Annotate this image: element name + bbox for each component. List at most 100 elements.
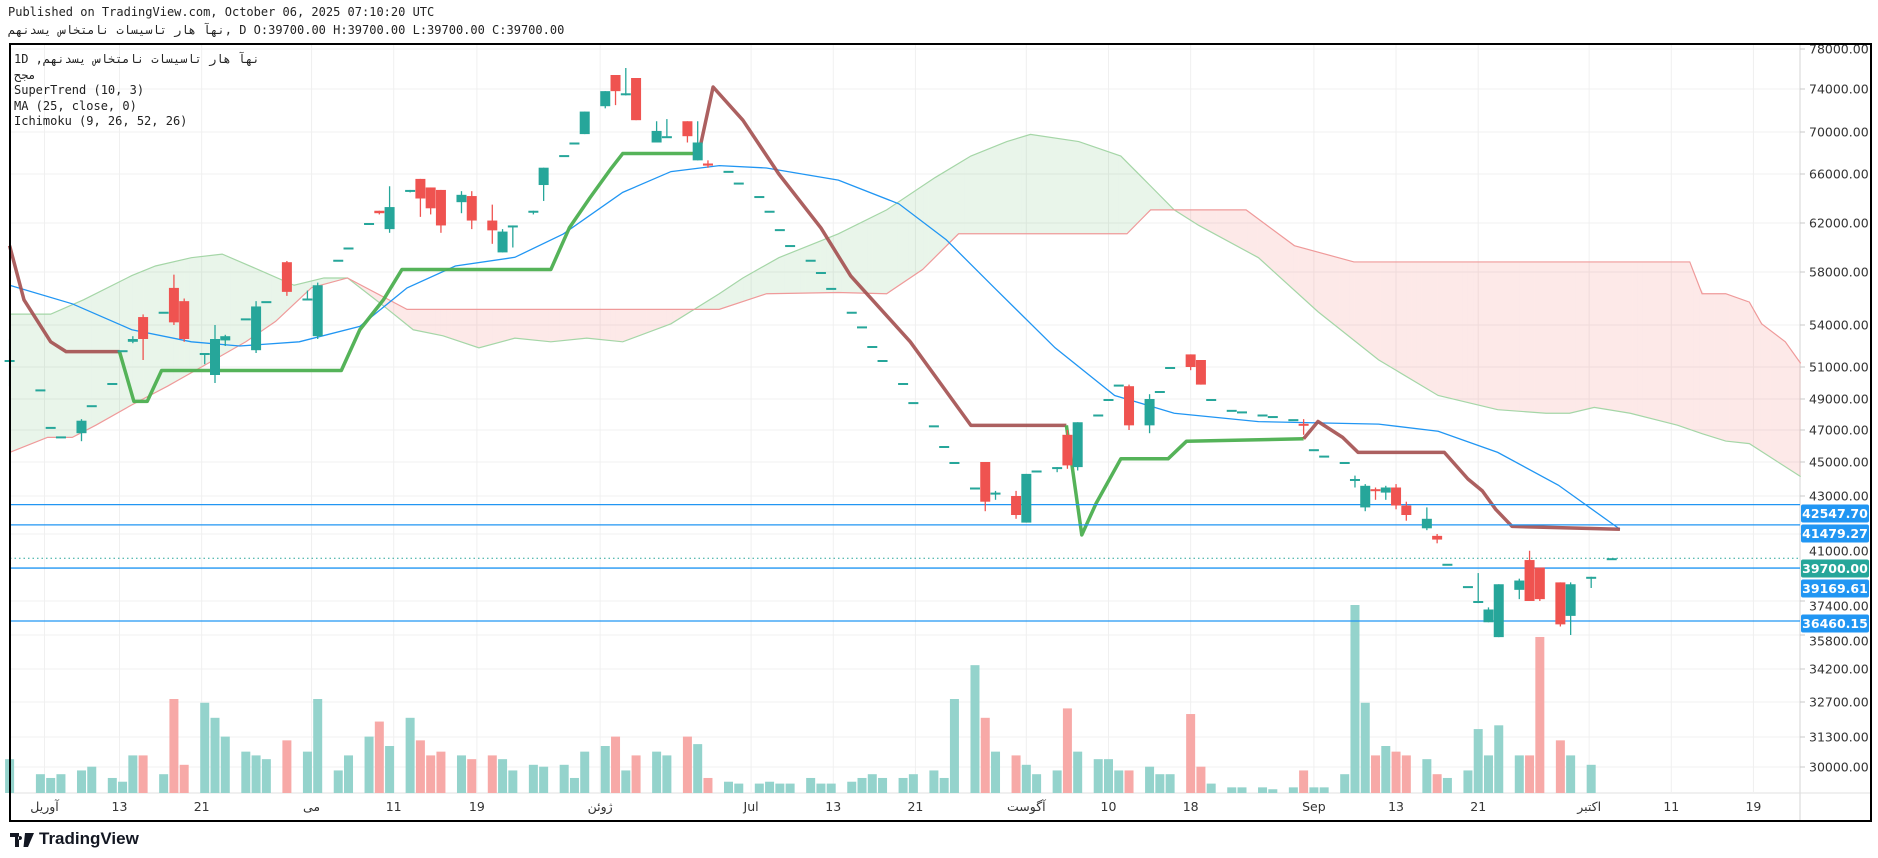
candle-down bbox=[1524, 550, 1535, 601]
volume-bar bbox=[313, 699, 323, 793]
volume-bar bbox=[1124, 770, 1134, 793]
volume-bar bbox=[333, 770, 343, 793]
volume-bar bbox=[138, 755, 148, 793]
cloud-segment bbox=[887, 205, 893, 294]
cloud-segment bbox=[276, 277, 282, 321]
candle-up bbox=[1288, 419, 1299, 422]
candle-down bbox=[610, 75, 621, 106]
candle-body bbox=[1093, 414, 1104, 417]
cloud-segment bbox=[656, 309, 662, 330]
volume-bar bbox=[159, 774, 169, 793]
candle-body bbox=[1370, 489, 1381, 492]
cloud-segment bbox=[636, 309, 642, 337]
cloud-segment bbox=[292, 284, 298, 306]
price-axis[interactable]: 78000.00 74000.00 70000.00 66000.00 62000.00… bbox=[1800, 42, 1869, 775]
candle-up bbox=[1154, 391, 1165, 393]
cloud-segment bbox=[764, 262, 770, 295]
volume-bar bbox=[35, 774, 45, 793]
candle-up bbox=[538, 167, 549, 201]
cloud-segment bbox=[759, 265, 765, 297]
chart-frame bbox=[9, 43, 1872, 822]
time-axis[interactable]: آوریل 13 21 می 11 19 ژوئن Jul 13 21 آگوست 10 18 Sep 13… bbox=[30, 799, 1761, 815]
volume-bar bbox=[1360, 702, 1370, 793]
candle-up bbox=[877, 360, 888, 362]
cloud-segment bbox=[1740, 298, 1746, 444]
cloud-segment bbox=[410, 309, 416, 331]
candle-up bbox=[1206, 399, 1217, 401]
legend-exchange: مجح bbox=[14, 67, 36, 82]
cloud-segment bbox=[1016, 137, 1022, 234]
candle-up bbox=[405, 189, 416, 193]
candle-up bbox=[528, 210, 539, 215]
volume-bar bbox=[528, 764, 538, 793]
y-tick-label: 74000.00 bbox=[1809, 82, 1869, 97]
volume-bar bbox=[1309, 787, 1319, 793]
cloud-segment bbox=[1308, 249, 1314, 308]
legend-supertrend[interactable]: SuperTrend (10, 3) bbox=[14, 83, 145, 97]
x-tick-label: می bbox=[303, 799, 320, 814]
legend-ichimoku[interactable]: Ichimoku (9, 26, 52, 26) bbox=[14, 114, 188, 128]
cloud-segment bbox=[928, 178, 934, 264]
candle-body bbox=[908, 402, 919, 405]
cloud-segment bbox=[60, 307, 67, 438]
candle-down bbox=[1370, 487, 1381, 500]
cloud-segment bbox=[1714, 293, 1720, 440]
x-tick-label: اکتبر bbox=[1576, 799, 1601, 815]
candle-body bbox=[1144, 399, 1155, 426]
candle-body bbox=[969, 487, 980, 490]
volume-bar bbox=[426, 755, 436, 793]
cloud-segment bbox=[867, 217, 873, 294]
legend-symbol[interactable]: 1D ,نهآ هار تاسیسات نامتخاس یسدنهم bbox=[14, 52, 260, 66]
cloud-segment bbox=[204, 255, 210, 365]
candle-up bbox=[826, 287, 837, 290]
candle-body bbox=[1195, 360, 1206, 385]
candle-down bbox=[1185, 354, 1196, 371]
cloud-segment bbox=[1021, 135, 1027, 234]
cloud-segment bbox=[646, 309, 652, 333]
cloud-segment bbox=[1262, 222, 1268, 266]
cloud-segment bbox=[1113, 153, 1119, 234]
candle-body bbox=[487, 220, 498, 231]
cloud-segment bbox=[1683, 261, 1689, 430]
candle-body bbox=[1442, 563, 1453, 566]
candle-up bbox=[1442, 563, 1453, 566]
cloud-segment bbox=[163, 262, 169, 389]
candle-body bbox=[1021, 473, 1032, 523]
cloud-segment bbox=[1539, 261, 1545, 414]
candle-body bbox=[826, 287, 837, 290]
cloud-segment bbox=[1190, 209, 1196, 224]
cloud-segment bbox=[564, 309, 570, 341]
volume-bar bbox=[302, 751, 312, 793]
tradingview-brand: TradingView bbox=[10, 829, 139, 849]
cloud-segment bbox=[800, 246, 806, 294]
cloud-segment bbox=[749, 271, 755, 300]
cloud-segment bbox=[1760, 321, 1766, 454]
volume-bar bbox=[1114, 770, 1124, 793]
cloud-segment bbox=[1339, 258, 1345, 333]
cloud-segment bbox=[420, 309, 426, 333]
candle-down bbox=[425, 187, 436, 215]
candle-body bbox=[610, 75, 621, 92]
cloud-segment bbox=[897, 198, 904, 287]
candle-up bbox=[107, 383, 118, 385]
cloud-segment bbox=[363, 286, 370, 295]
candle-body bbox=[374, 210, 385, 214]
candle-body bbox=[754, 196, 765, 199]
volume-bar bbox=[1514, 755, 1524, 793]
cloud-segment bbox=[1257, 218, 1263, 262]
volume-bars bbox=[5, 605, 1596, 793]
candle-up bbox=[1267, 416, 1278, 419]
candle-body bbox=[333, 259, 344, 262]
candle-body bbox=[723, 170, 734, 173]
volume-bar bbox=[1422, 759, 1432, 793]
x-tick-label: 10 bbox=[1101, 799, 1117, 814]
volume-bar bbox=[1371, 755, 1381, 793]
cloud-segment bbox=[1657, 261, 1664, 422]
cloud-segment bbox=[1478, 261, 1484, 407]
legend-ma[interactable]: MA (25, close, 0) bbox=[14, 98, 137, 113]
volume-bar bbox=[1340, 774, 1350, 793]
cloud-segment bbox=[507, 309, 513, 341]
volume-bar bbox=[1555, 740, 1565, 793]
candle-body bbox=[86, 405, 97, 408]
